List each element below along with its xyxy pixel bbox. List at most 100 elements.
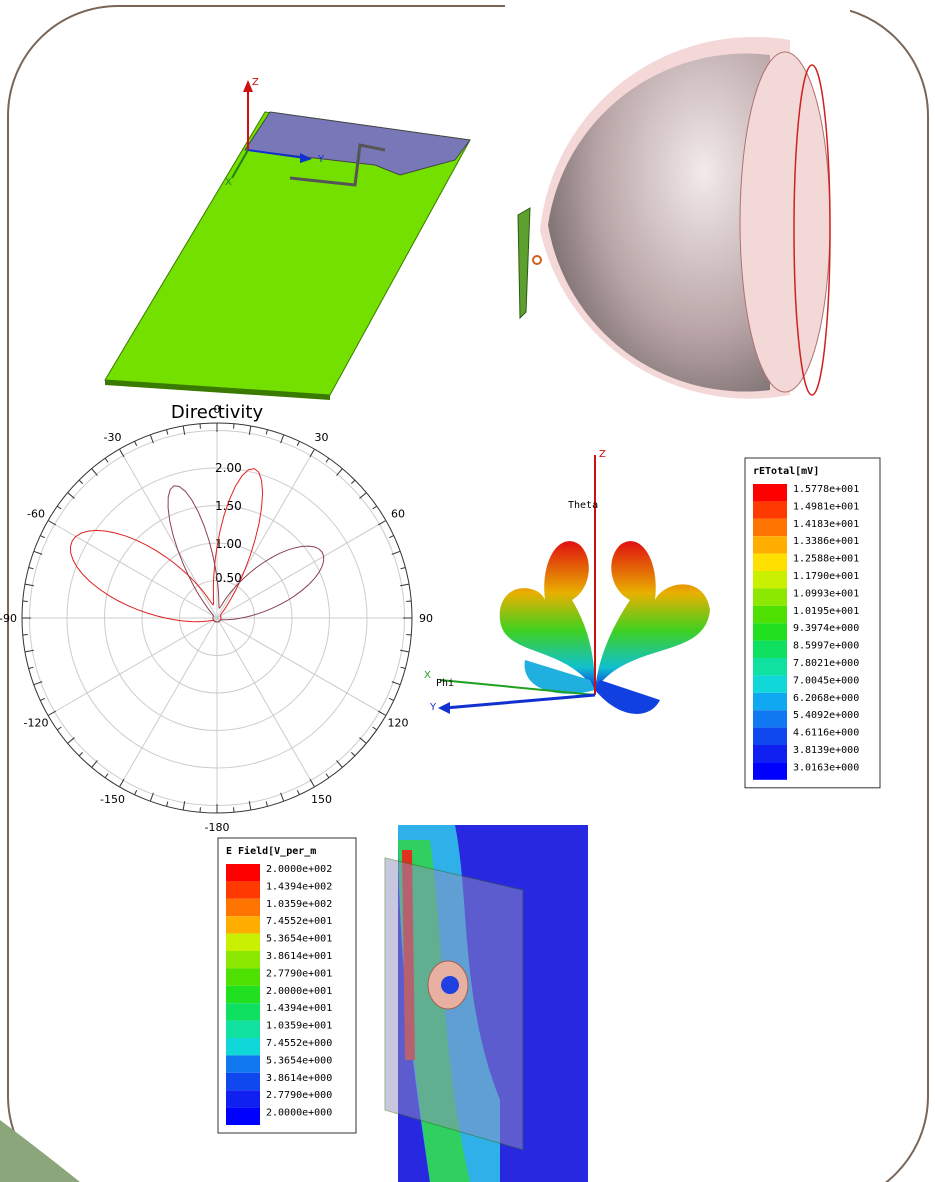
tick <box>57 506 61 509</box>
legend-swatch <box>753 710 787 727</box>
axis-label: Theta <box>568 500 598 511</box>
legend-swatch <box>226 864 260 881</box>
legend-value: 2.7790e+000 <box>266 1090 332 1101</box>
legend-swatch <box>753 606 787 623</box>
tick <box>389 698 394 700</box>
legend-value: 3.8139e+000 <box>793 745 859 756</box>
legend-value: 3.0163e+000 <box>793 762 859 773</box>
tick <box>105 774 108 778</box>
angle-label: -120 <box>24 717 49 730</box>
legend-value: 1.4394e+002 <box>266 881 332 892</box>
legend-swatch <box>226 1021 260 1038</box>
legend-swatch <box>226 1038 260 1055</box>
legend-swatch <box>753 675 787 692</box>
angle-label: 120 <box>387 717 408 730</box>
tick <box>266 802 267 807</box>
legend-value: 2.0000e+002 <box>266 864 332 875</box>
tick <box>135 790 137 795</box>
angle-label: 0 <box>214 403 221 416</box>
grid-spoke <box>120 449 218 618</box>
legend-value: 9.3974e+000 <box>793 623 859 634</box>
legend-swatch <box>226 951 260 968</box>
grid-spoke <box>217 618 386 716</box>
legend-value: 8.5997e+000 <box>793 641 859 652</box>
tick <box>40 536 45 538</box>
tick <box>351 480 355 484</box>
tick <box>79 752 83 756</box>
legend-value: 1.0993e+001 <box>793 588 859 599</box>
antenna-board: Z Y X <box>105 77 470 400</box>
legend-value: 4.6116e+000 <box>793 728 859 739</box>
legend-swatch <box>753 501 787 518</box>
legend-value: 2.0000e+000 <box>266 1108 332 1119</box>
axis-label: Y <box>429 702 437 713</box>
tick <box>92 760 98 767</box>
legend-swatch <box>226 1055 260 1072</box>
tick <box>378 521 386 526</box>
tick <box>401 667 406 668</box>
tick <box>79 480 83 484</box>
angle-label: -150 <box>100 793 125 806</box>
legend-value: 3.8614e+001 <box>266 951 332 962</box>
tick <box>297 790 299 795</box>
angle-label: 30 <box>315 431 329 444</box>
legend-swatch <box>753 623 787 640</box>
legend-value: 7.4552e+001 <box>266 916 332 927</box>
tick <box>373 727 377 730</box>
legend-swatch <box>226 916 260 933</box>
angle-label: -90 <box>0 612 17 625</box>
legend-swatch <box>753 536 787 553</box>
tick <box>29 568 34 569</box>
legend-value: 1.4183e+001 <box>793 519 859 530</box>
pattern-3d: Z Theta X Phi Y <box>424 449 710 714</box>
tick <box>359 738 366 744</box>
legend-swatch <box>753 571 787 588</box>
tick <box>266 430 267 435</box>
legend-value: 1.1790e+001 <box>793 571 859 582</box>
legend-title: rETotal[mV] <box>753 466 819 477</box>
legend-swatch <box>226 1003 260 1020</box>
tick <box>337 760 343 767</box>
tick <box>29 667 34 668</box>
legend-value: 1.4394e+001 <box>266 1003 332 1014</box>
legend-swatch <box>753 693 787 710</box>
tick <box>57 727 61 730</box>
legend-value: 7.0045e+000 <box>793 675 859 686</box>
grid-spoke <box>217 521 386 619</box>
legend-value: 1.0195e+001 <box>793 606 859 617</box>
legend-swatch <box>226 1073 260 1090</box>
grid-spoke <box>48 618 217 716</box>
tick <box>337 469 343 476</box>
legend-value: 2.0000e+001 <box>266 986 332 997</box>
field-plot <box>385 825 588 1182</box>
angle-label: 60 <box>391 508 405 521</box>
legend-value: 1.0359e+001 <box>266 1021 332 1032</box>
tick <box>135 441 137 446</box>
tick <box>48 711 56 716</box>
legend-value: 5.3654e+001 <box>266 934 332 945</box>
tick <box>359 493 366 499</box>
tick <box>326 458 329 462</box>
angle-label: -60 <box>27 508 45 521</box>
legend-value: 3.8614e+000 <box>266 1073 332 1084</box>
legend-value: 5.3654e+000 <box>266 1055 332 1066</box>
tick <box>120 779 125 787</box>
axis-label: Phi <box>436 678 454 689</box>
tick <box>310 779 315 787</box>
legend-swatch <box>226 899 260 916</box>
axis-label: Z <box>252 77 259 88</box>
axis-label: Z <box>599 449 606 460</box>
legend-title: E Field[V_per_m <box>226 845 316 857</box>
polar-plot: Directivity 0306090120150-180-150-120-90… <box>0 402 433 834</box>
radial-label: 1.00 <box>215 537 242 551</box>
page: Z Y X Directivity 0306090120150-180-150-… <box>0 0 935 1182</box>
tick <box>351 752 355 756</box>
legend-value: 1.2588e+001 <box>793 554 859 565</box>
axis-label: Y <box>317 154 325 165</box>
legend-value: 7.4552e+000 <box>266 1038 332 1049</box>
axis-label: X <box>424 670 431 681</box>
legend-swatch <box>226 934 260 951</box>
legend-value: 5.4092e+000 <box>793 710 859 721</box>
legend-swatch <box>753 554 787 571</box>
axis-label: X <box>225 177 232 188</box>
